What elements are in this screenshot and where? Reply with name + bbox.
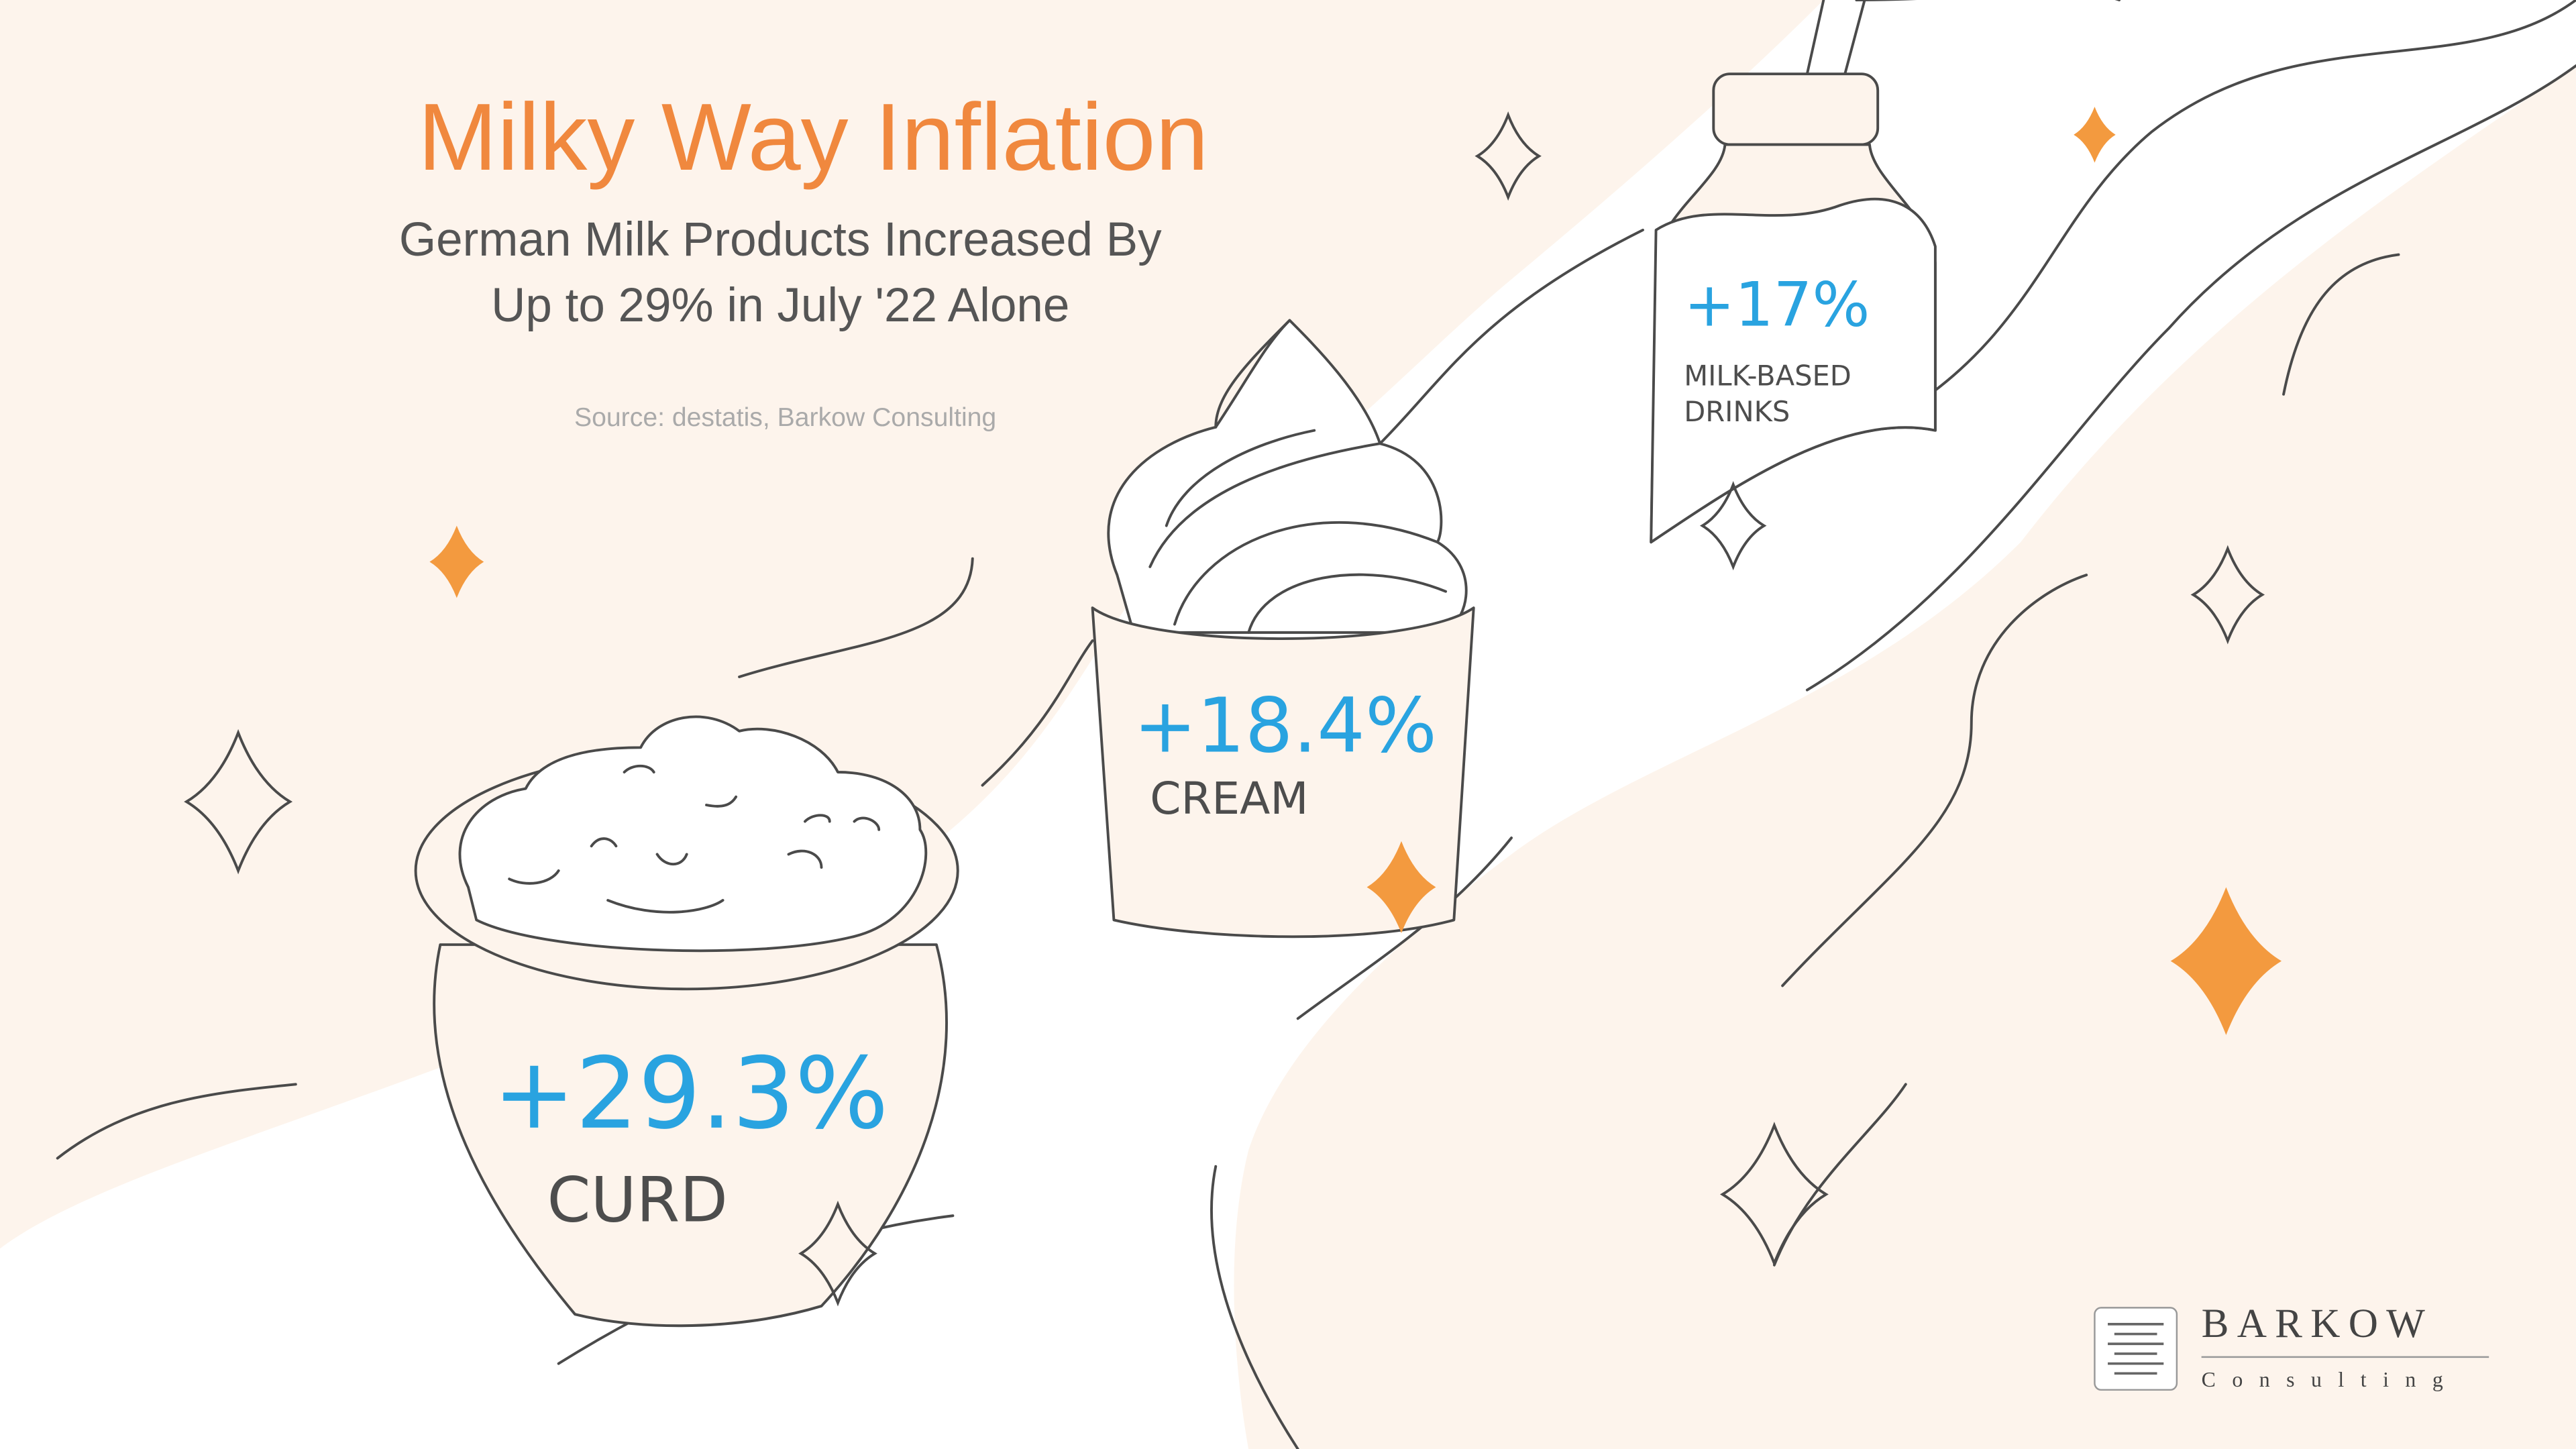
product-label: MILK-BASED [1684,359,1851,392]
logo-tagline: Consulting [2202,1368,2460,1391]
logo-name: BARKOW [2202,1301,2434,1346]
product-label: CURD [547,1163,728,1236]
source: Source: destatis, Barkow Consulting [574,403,996,432]
curd-pot [414,715,959,1328]
product-value: +29.3% [493,1036,889,1151]
star [1366,841,1436,934]
logo: BARKOW Consulting [2094,1301,2489,1391]
star [2074,107,2116,163]
bottle [1650,0,1937,544]
star [1699,481,1767,571]
product-label: DRINKS [1684,395,1790,428]
star [2190,545,2265,645]
stars [184,107,2282,1307]
star [1474,111,1542,201]
star [184,729,293,875]
star [798,1200,877,1307]
star [429,525,484,598]
subtitle-line: German Milk Products Increased By [399,213,1162,266]
star [1719,1122,1829,1267]
product-value: +18.4% [1134,682,1437,770]
cream-cup [1091,319,1475,938]
product-value: +17% [1684,270,1870,340]
title: Milky Way Inflation [418,84,1209,191]
star [2170,887,2282,1035]
subtitle-line: Up to 29% in July '22 Alone [491,279,1069,332]
product-label: CREAM [1150,773,1308,824]
